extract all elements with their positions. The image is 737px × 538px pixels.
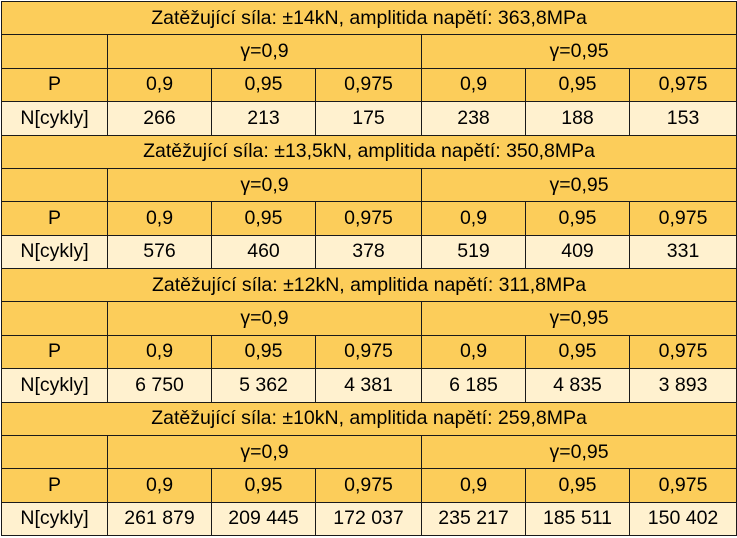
probability-value: 0,975 — [315, 201, 422, 236]
probability-row: P 0,9 0,95 0,975 0,9 0,95 0,975 — [1, 67, 737, 103]
gamma-header: γ=0,95 — [420, 434, 737, 470]
block-title-row: Zatěžující síla: ±12kN, amplitida napětí… — [0, 267, 737, 303]
gamma-header: γ=0,9 — [107, 434, 422, 470]
cycles-value: 3 893 — [628, 368, 737, 403]
probability-value: 0,95 — [525, 468, 630, 503]
cycles-value: 460 — [211, 234, 316, 270]
cycles-row: N[cykly] 576 460 378 519 409 331 — [1, 234, 737, 270]
probability-row: P 0,9 0,95 0,975 0,9 0,95 0,975 — [1, 201, 737, 236]
gamma-header: γ=0,95 — [420, 301, 737, 336]
probability-value: 0,975 — [315, 334, 422, 370]
cycles-value: 153 — [628, 101, 737, 136]
probability-value: 0,9 — [107, 67, 212, 103]
cycles-row: N[cykly] 261 879 209 445 172 037 235 217 185 … — [1, 501, 737, 537]
probability-row: P 0,9 0,95 0,975 0,9 0,95 0,975 — [1, 468, 737, 503]
probability-value: 0,95 — [525, 67, 630, 103]
row-label-p: P — [1, 468, 108, 503]
row-label-n: N[cykly] — [1, 101, 108, 136]
cycles-value: 150 402 — [628, 501, 737, 537]
probability-value: 0,9 — [421, 334, 526, 370]
gamma-header: γ=0,95 — [420, 34, 737, 69]
blank-cell — [1, 301, 108, 336]
probability-value: 0,9 — [107, 334, 212, 370]
probability-value: 0,9 — [107, 201, 212, 236]
cycles-value: 519 — [421, 234, 526, 270]
cycles-value: 5 362 — [211, 368, 316, 403]
probability-value: 0,975 — [315, 67, 422, 103]
cycles-value: 172 037 — [315, 501, 422, 537]
gamma-header-row: γ=0,9 γ=0,95 — [1, 167, 737, 203]
probability-value: 0,975 — [628, 67, 737, 103]
probability-row: P 0,9 0,95 0,975 0,9 0,95 0,975 — [1, 334, 737, 370]
cycles-value: 378 — [315, 234, 422, 270]
row-label-p: P — [1, 334, 108, 370]
cycles-value: 235 217 — [421, 501, 526, 537]
block-title: Zatěžující síla: ±10kN, amplitida napětí… — [0, 401, 737, 436]
block-title: Zatěžující síla: ±14kN, amplitida napětí… — [0, 0, 737, 36]
row-label-p: P — [1, 201, 108, 236]
cycles-value: 266 — [107, 101, 212, 136]
cycles-value: 175 — [315, 101, 422, 136]
probability-value: 0,975 — [628, 334, 737, 370]
probability-value: 0,975 — [628, 201, 737, 236]
probability-value: 0,95 — [525, 201, 630, 236]
probability-value: 0,975 — [315, 468, 422, 503]
blank-cell — [1, 167, 108, 203]
cycles-value: 238 — [421, 101, 526, 136]
probability-value: 0,975 — [628, 468, 737, 503]
cycles-value: 188 — [525, 101, 630, 136]
cycles-value: 209 445 — [211, 501, 316, 537]
cycles-value: 185 511 — [525, 501, 630, 537]
gamma-header: γ=0,9 — [107, 34, 422, 69]
row-label-n: N[cykly] — [1, 501, 108, 537]
probability-value: 0,9 — [421, 201, 526, 236]
blank-cell — [1, 434, 108, 470]
cycles-row: N[cykly] 6 750 5 362 4 381 6 185 4 835 3 893 — [1, 368, 737, 403]
row-label-n: N[cykly] — [1, 234, 108, 270]
cycles-value: 4 835 — [525, 368, 630, 403]
gamma-header-row: γ=0,9 γ=0,95 — [1, 301, 737, 336]
probability-value: 0,9 — [421, 67, 526, 103]
gamma-header: γ=0,9 — [107, 167, 422, 203]
cycles-value: 6 185 — [421, 368, 526, 403]
gamma-header-row: γ=0,9 γ=0,95 — [1, 434, 737, 470]
gamma-header-row: γ=0,9 γ=0,95 — [1, 34, 737, 69]
probability-value: 0,95 — [525, 334, 630, 370]
cycles-value: 213 — [211, 101, 316, 136]
block-title-row: Zatěžující síla: ±10kN, amplitida napětí… — [0, 401, 737, 436]
cycles-value: 6 750 — [107, 368, 212, 403]
block-title: Zatěžující síla: ±13,5kN, amplitida napě… — [0, 134, 737, 169]
probability-value: 0,95 — [211, 334, 316, 370]
probability-value: 0,9 — [421, 468, 526, 503]
row-label-p: P — [1, 67, 108, 103]
blank-cell — [1, 34, 108, 69]
probability-value: 0,95 — [211, 201, 316, 236]
gamma-header: γ=0,95 — [420, 167, 737, 203]
cycles-value: 409 — [525, 234, 630, 270]
cycles-value: 576 — [107, 234, 212, 270]
probability-value: 0,9 — [107, 468, 212, 503]
block-title-row: Zatěžující síla: ±14kN, amplitida napětí… — [0, 0, 737, 36]
cycles-value: 4 381 — [315, 368, 422, 403]
probability-value: 0,95 — [211, 468, 316, 503]
probability-value: 0,95 — [211, 67, 316, 103]
cycles-row: N[cykly] 266 213 175 238 188 153 — [1, 101, 737, 136]
cycles-value: 261 879 — [107, 501, 212, 537]
gamma-header: γ=0,9 — [107, 301, 422, 336]
block-title-row: Zatěžující síla: ±13,5kN, amplitida napě… — [0, 134, 737, 169]
row-label-n: N[cykly] — [1, 368, 108, 403]
cycles-value: 331 — [628, 234, 737, 270]
block-title: Zatěžující síla: ±12kN, amplitida napětí… — [0, 267, 737, 303]
